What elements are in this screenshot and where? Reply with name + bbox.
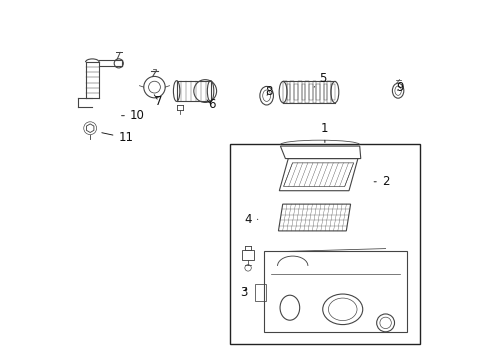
Bar (255, 284, 265, 301)
Bar (286, 84, 290, 100)
Bar (316, 84, 320, 100)
Bar (305, 81, 308, 103)
Text: 9: 9 (395, 81, 403, 94)
Text: 10: 10 (122, 109, 144, 122)
Bar (320, 81, 323, 103)
Bar (230, 144, 419, 344)
Bar (323, 84, 327, 100)
Bar (264, 251, 406, 332)
Text: 4: 4 (244, 213, 257, 226)
Bar (294, 84, 297, 100)
Bar (330, 84, 334, 100)
Text: 8: 8 (264, 85, 272, 98)
Bar (308, 84, 312, 100)
Text: 1: 1 (321, 122, 328, 143)
Text: 5: 5 (313, 72, 326, 87)
Bar (297, 81, 301, 103)
Text: 7: 7 (154, 95, 162, 108)
Text: 6: 6 (206, 99, 215, 112)
Bar (301, 84, 305, 100)
Text: 11: 11 (102, 131, 133, 144)
Bar (242, 250, 253, 260)
Text: 2: 2 (373, 175, 388, 188)
Bar (283, 81, 286, 103)
Bar (312, 81, 316, 103)
Text: 3: 3 (239, 286, 246, 299)
Bar (327, 81, 330, 103)
Bar (290, 81, 294, 103)
